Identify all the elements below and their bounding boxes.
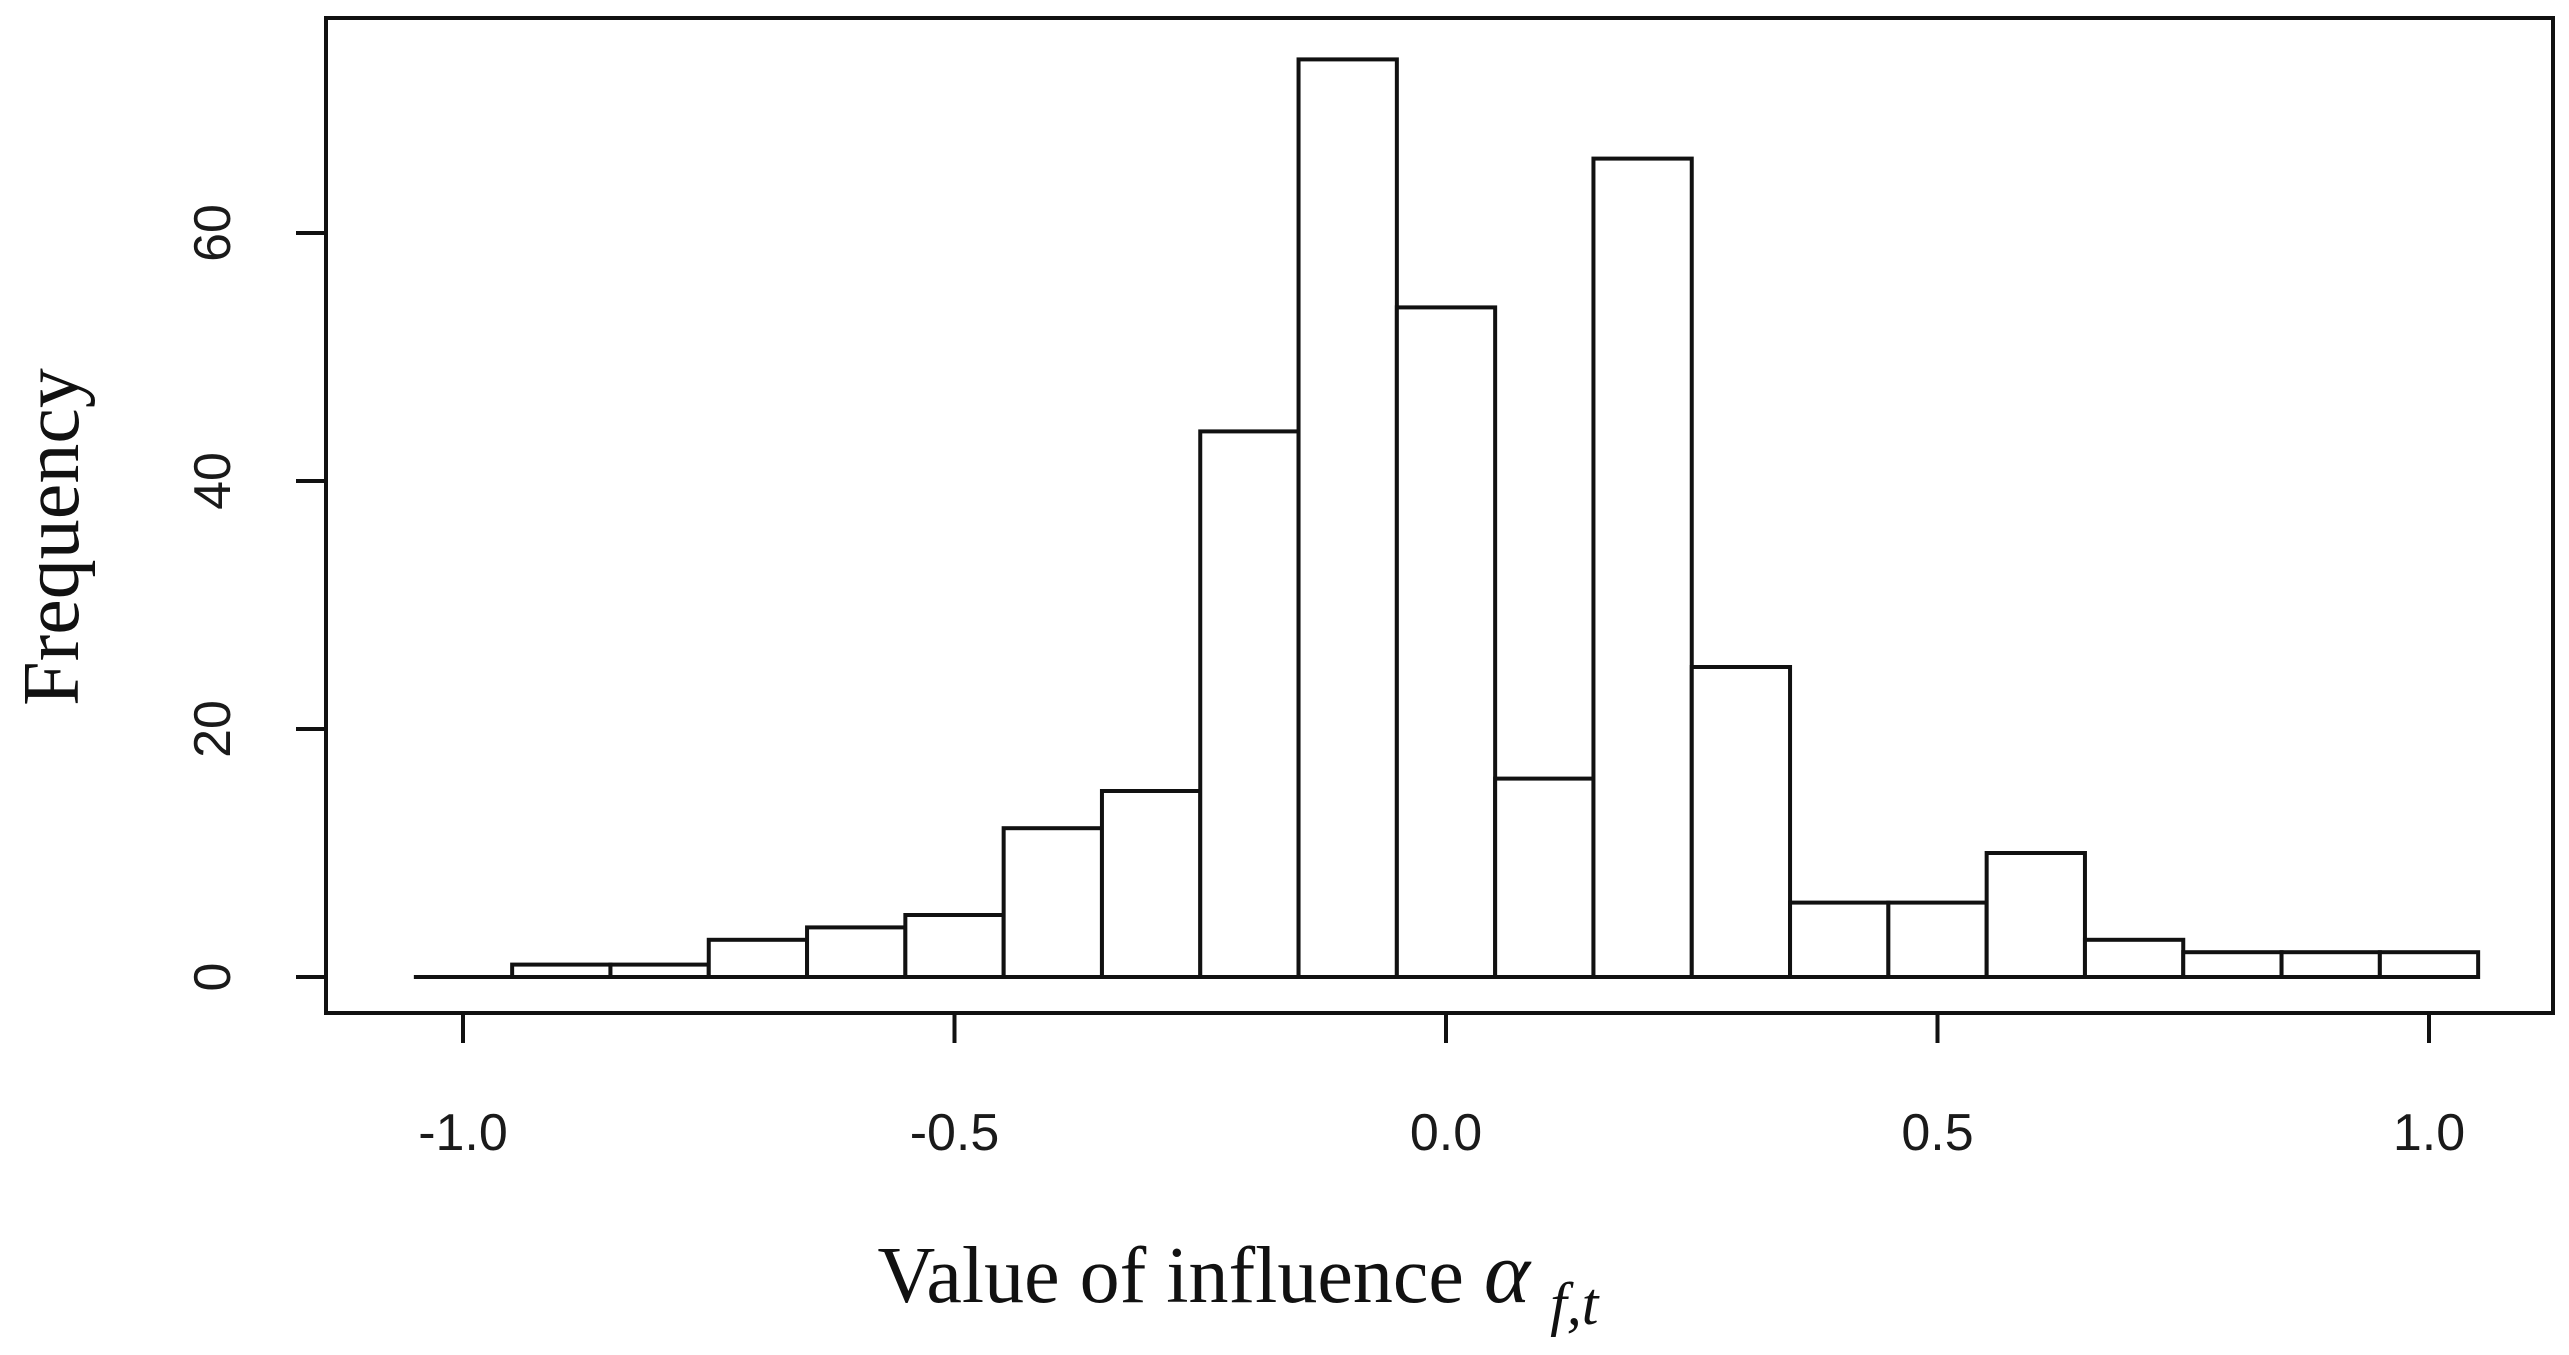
histogram-bar <box>1984 851 2087 979</box>
x-tick-label: 0.0 <box>1410 1104 1482 1162</box>
x-axis-title: Value of influence α f,t <box>878 1225 1600 1337</box>
y-tick-label: 20 <box>184 700 242 758</box>
histogram-bar <box>2181 950 2284 980</box>
x-axis: -1.0 -0.5 0.0 0.5 1.0 <box>418 1011 2465 1162</box>
histogram-bar <box>1493 776 1596 979</box>
x-tick-label: -1.0 <box>418 1104 508 1162</box>
x-axis-title-symbol: α <box>1484 1225 1532 1322</box>
y-tick-label: 60 <box>184 204 242 262</box>
histogram-bar <box>1689 665 1793 979</box>
histogram-bar <box>903 913 1006 979</box>
histogram-bar <box>1886 900 1989 979</box>
x-tick-label: 0.5 <box>1901 1104 1973 1162</box>
histogram-bar <box>1788 900 1891 979</box>
histogram-bar <box>2279 950 2382 980</box>
histogram-bar <box>2082 937 2186 979</box>
histogram-bar <box>805 925 908 980</box>
histogram-bar <box>1001 826 1104 980</box>
histogram-bar <box>1198 429 1301 979</box>
x-axis-title-subscript: f,t <box>1550 1271 1600 1337</box>
bars-group <box>413 57 2481 980</box>
x-axis-title-text: Value of influence <box>878 1232 1484 1320</box>
histogram-bar <box>1296 57 1399 979</box>
y-axis-title: Frequency <box>8 368 96 706</box>
histogram-bar <box>706 937 810 979</box>
y-axis: 0 20 40 60 <box>184 204 328 992</box>
histogram-bar <box>510 962 613 979</box>
x-tick-label: 1.0 <box>2393 1104 2465 1162</box>
y-tick-label: 0 <box>184 963 242 992</box>
x-tick-label: -0.5 <box>910 1104 1000 1162</box>
histogram-bar <box>1394 305 1498 979</box>
histogram-bar <box>1099 789 1203 979</box>
y-tick-label: 40 <box>184 452 242 510</box>
histogram-bar <box>1591 156 1694 980</box>
histogram-bar <box>2377 950 2481 980</box>
histogram-bar <box>608 962 711 979</box>
